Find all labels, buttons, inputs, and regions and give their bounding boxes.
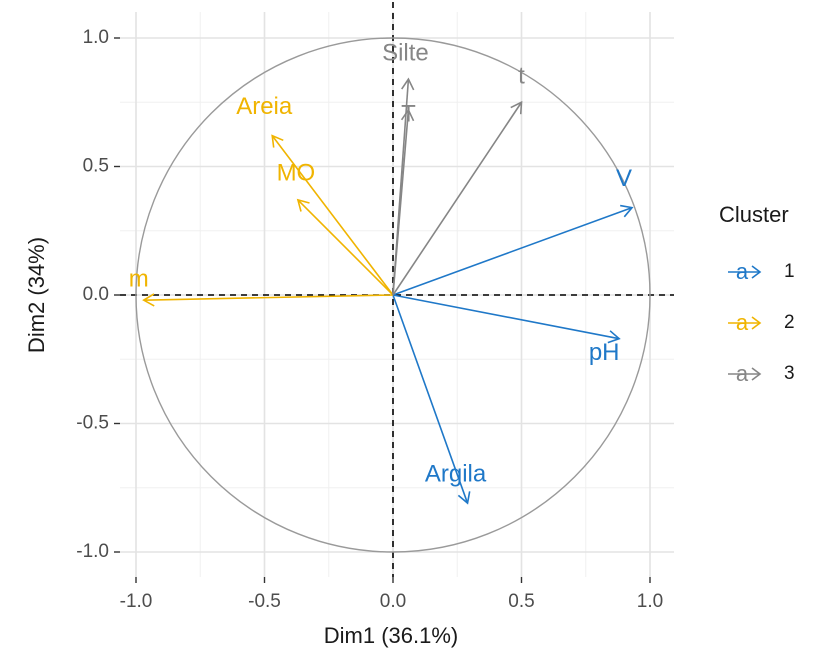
arrowhead-v (620, 204, 634, 218)
unit-circle (135, 37, 651, 553)
variable-labels: VpH Argila Areia MO m Silte Tt (129, 39, 632, 487)
legend-label: 2 (784, 312, 795, 333)
label-v: V (616, 165, 632, 192)
arrow-t (392, 101, 523, 296)
label-mo: MO (277, 159, 316, 186)
arrow-m (143, 294, 394, 301)
label-argila: Argila (425, 461, 487, 488)
arrowhead-ph (607, 330, 621, 344)
x-axis-title: Dim1 (36.1%) (324, 623, 458, 648)
label-ph: pH (589, 339, 620, 366)
y-tick-label: -1.0 (76, 541, 109, 562)
x-tick-label: -0.5 (248, 591, 281, 612)
axis-ticks: -1.0 -0.5 0.0 0.5 1.0 1.0 0.5 0.0 -0.5 -1.0 (76, 27, 663, 612)
arrow-argila (392, 294, 469, 504)
arrowhead-t (400, 108, 415, 122)
label-t: T (401, 100, 416, 127)
arrowhead-m (142, 293, 155, 307)
arrow-areia (271, 135, 394, 296)
arrow-v (392, 206, 633, 296)
label-m: m (129, 265, 149, 292)
arrowhead-silte (401, 77, 415, 91)
y-tick-label: 0.0 (83, 284, 109, 305)
label-silte: Silte (382, 39, 429, 66)
x-tick-label: 0.5 (508, 591, 534, 612)
legend-title: Cluster (719, 202, 789, 227)
label-t: t (518, 63, 525, 90)
y-axis-title: Dim2 (34%) (24, 237, 49, 353)
legend-key-glyph: a (736, 310, 749, 335)
y-tick-label: 1.0 (83, 27, 109, 48)
legend-key-arrowhead (751, 367, 762, 381)
legend: Cluster a 1a 2a 3 (719, 202, 795, 386)
legend-entries: a 1a 2a 3 (728, 259, 795, 386)
arrowhead-argila (457, 491, 471, 505)
legend-key-glyph: a (736, 361, 749, 386)
x-tick-label: 1.0 (637, 591, 663, 612)
legend-key-arrowhead (751, 316, 762, 330)
arrowhead-mo (296, 198, 310, 212)
legend-label: 3 (784, 363, 795, 384)
arrowhead-areia (271, 134, 284, 148)
arrow-t (392, 109, 410, 296)
legend-key-glyph: a (736, 259, 749, 284)
y-tick-label: -0.5 (76, 413, 109, 434)
arrow-ph (392, 294, 620, 340)
legend-label: 1 (784, 261, 795, 282)
label-areia: Areia (236, 93, 293, 120)
x-tick-label: 0.0 (380, 591, 406, 612)
y-tick-label: 0.5 (83, 156, 109, 177)
x-tick-label: -1.0 (120, 591, 153, 612)
arrowhead-t (510, 100, 523, 115)
variable-arrows (142, 77, 634, 505)
arrow-mo (297, 199, 394, 296)
legend-key-arrowhead (751, 265, 762, 279)
